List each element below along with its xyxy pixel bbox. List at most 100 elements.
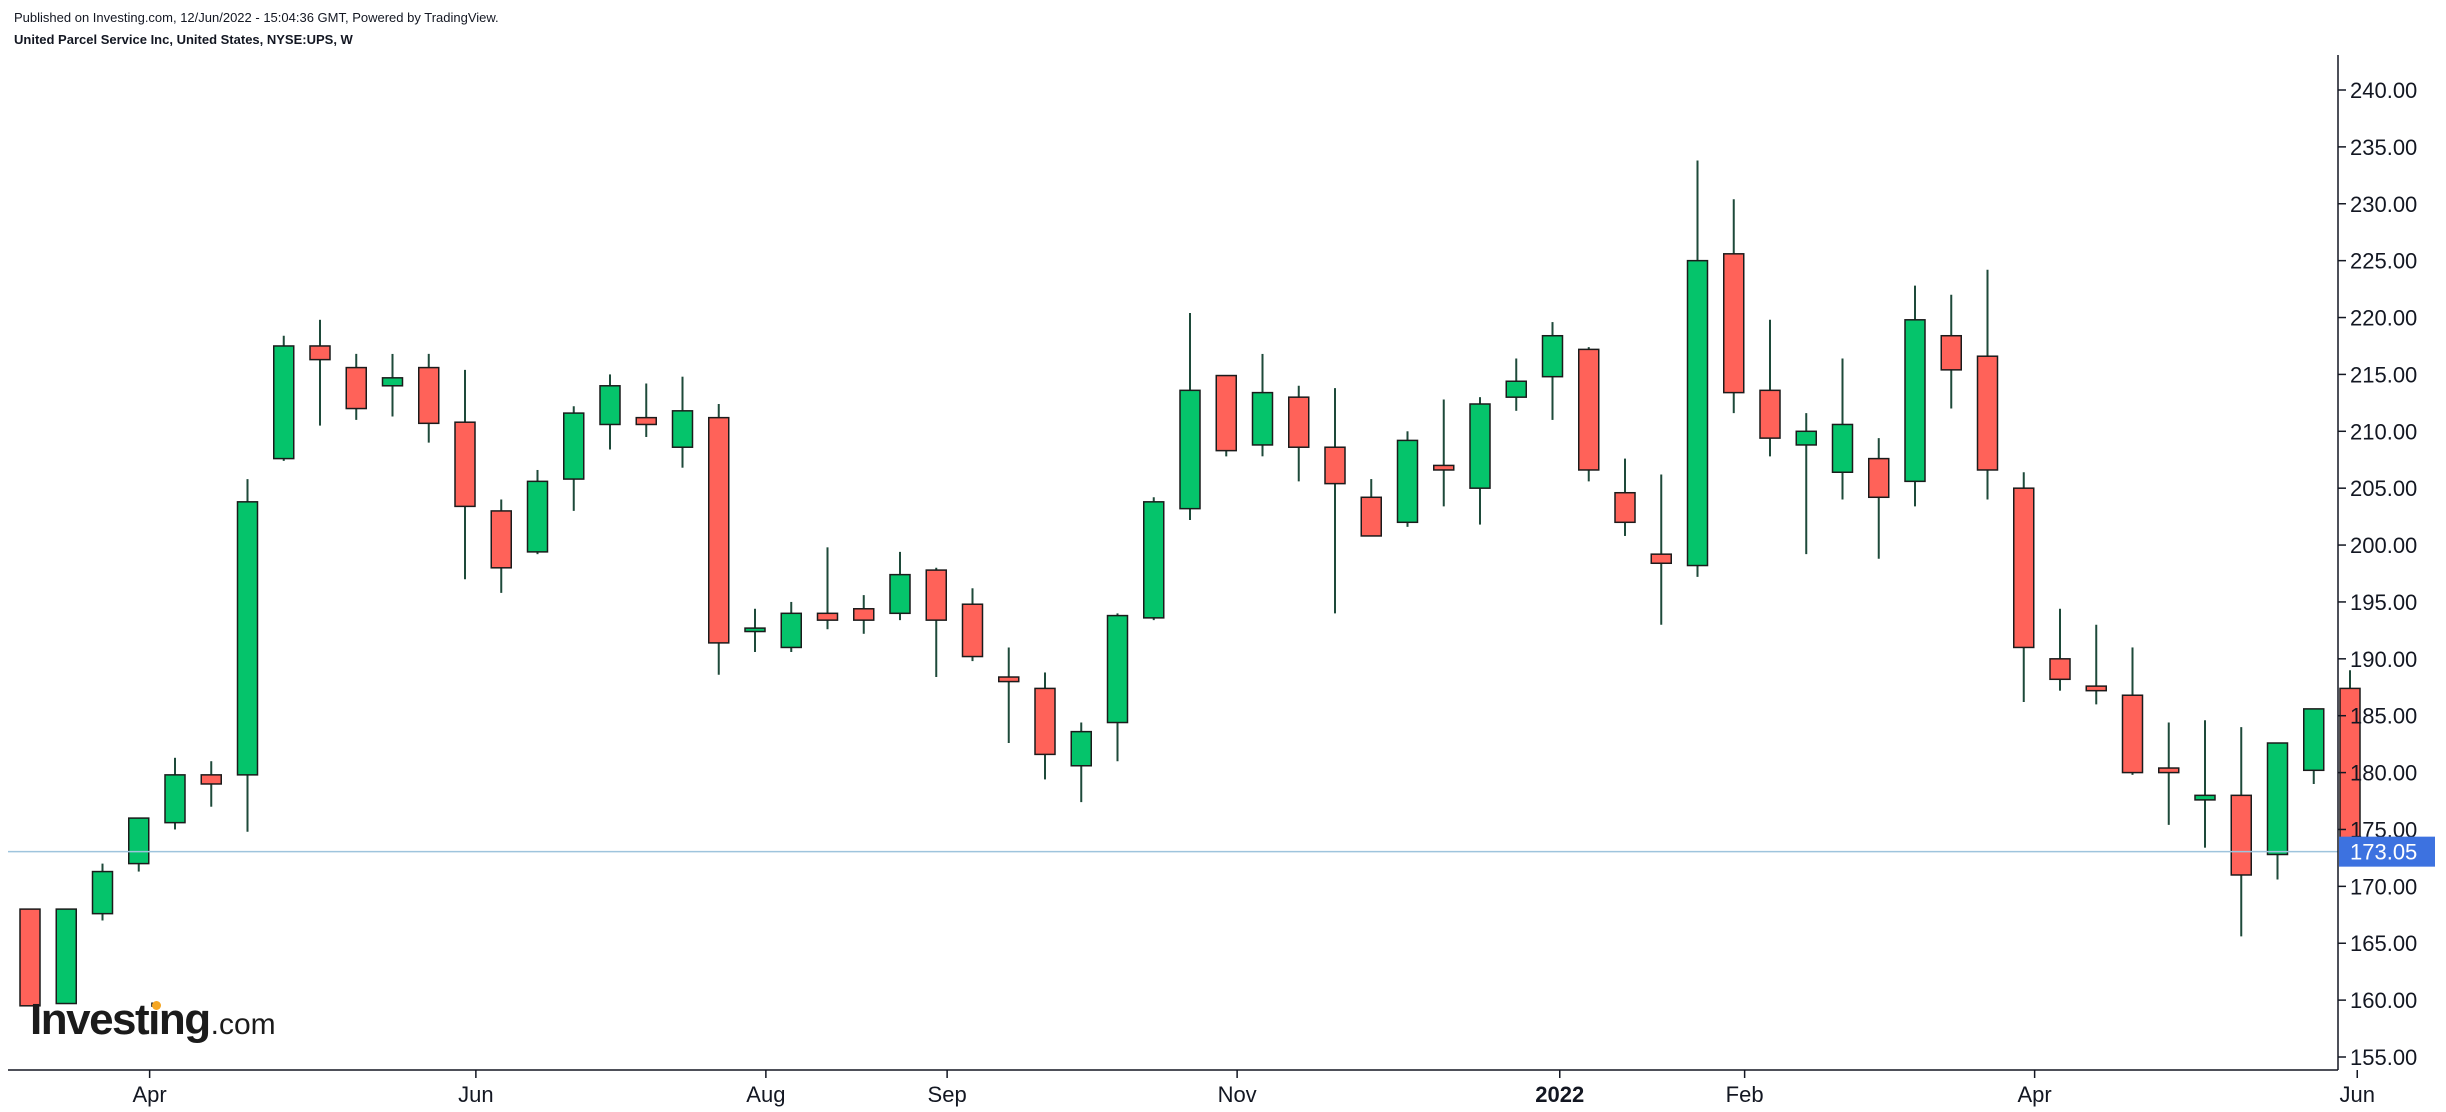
y-tick-label: 155.00	[2350, 1045, 2417, 1070]
last-price-tag-bg	[2339, 836, 2435, 867]
y-tick-label: 235.00	[2350, 135, 2417, 160]
y-tick-label: 185.00	[2350, 704, 2417, 729]
candle-down	[1433, 464, 1455, 471]
y-tick-label: 225.00	[2350, 249, 2417, 274]
candle-up	[55, 908, 77, 1005]
candle-up	[599, 385, 621, 426]
candle-down	[1324, 446, 1346, 485]
y-tick-label: 200.00	[2350, 533, 2417, 558]
y-tick-label: 195.00	[2350, 590, 2417, 615]
x-tick-label: 2022	[1535, 1082, 1584, 1107]
candle-down	[998, 676, 1020, 683]
candle-up	[1795, 430, 1817, 446]
candle-up	[1396, 439, 1419, 524]
y-tick-label: 220.00	[2350, 306, 2417, 331]
x-tick-label: Apr	[2018, 1082, 2052, 1107]
candle-down	[1650, 553, 1672, 565]
candle-down	[635, 416, 657, 426]
candle-up	[1505, 380, 1527, 398]
candle-down	[853, 608, 875, 621]
y-tick-label: 160.00	[2350, 988, 2417, 1013]
logo-dot-icon	[152, 1001, 161, 1010]
candle-down	[1215, 374, 1237, 452]
candle-down	[1759, 389, 1781, 439]
y-tick-label: 240.00	[2350, 78, 2417, 103]
candle-down	[2230, 794, 2252, 876]
y-axis-ticks: 155.00160.00165.00170.00175.00180.00185.…	[2338, 78, 2417, 1070]
candle-up	[1179, 389, 1201, 510]
candle-down	[490, 510, 512, 569]
candle-up	[563, 412, 585, 480]
symbol-title: United Parcel Service Inc, United States…	[14, 32, 353, 47]
candle-down	[1288, 396, 1310, 448]
x-tick-label: Nov	[1218, 1082, 1257, 1107]
candle-up	[526, 480, 549, 553]
candle-up	[381, 377, 404, 387]
x-axis-ticks: Apr Jun Aug Sep Nov 2022 Feb Apr Jun	[133, 1070, 2375, 1107]
candle-up	[2303, 708, 2325, 772]
y-tick-label: 165.00	[2350, 931, 2417, 956]
y-tick-label: 210.00	[2350, 419, 2417, 444]
candle-down	[454, 421, 476, 508]
candle-down	[1614, 491, 1636, 524]
candle-down	[1360, 496, 1382, 537]
x-tick-label: Sep	[928, 1082, 967, 1107]
investing-logo: Investing .com	[30, 995, 276, 1045]
candle-up	[1070, 730, 1092, 767]
candle-down	[1976, 355, 1999, 471]
candle-down	[816, 612, 839, 621]
y-tick-label: 215.00	[2350, 362, 2417, 387]
candle-up	[1904, 319, 1926, 483]
candle-down	[1723, 253, 1745, 394]
candle-down	[2158, 767, 2180, 774]
y-tick-label: 170.00	[2350, 874, 2417, 899]
x-tick-label: Jun	[2340, 1082, 2375, 1107]
candle-up	[1251, 391, 1274, 446]
candle-up	[236, 501, 259, 776]
candle-up	[1143, 501, 1165, 619]
last-price-tag-label: 173.05	[2350, 840, 2417, 865]
candle-up	[889, 573, 911, 615]
candle-up	[164, 774, 186, 824]
candle-up	[1106, 614, 1129, 724]
candle-down	[200, 774, 222, 785]
candle-up	[1469, 403, 1491, 489]
candle-up	[2266, 742, 2289, 856]
candle-down	[2013, 487, 2035, 649]
candle-down	[345, 366, 367, 410]
candle-down	[2049, 658, 2071, 681]
candle-down	[2085, 685, 2107, 692]
candle-up	[128, 817, 150, 865]
y-tick-label: 205.00	[2350, 476, 2417, 501]
candle-up	[1541, 334, 1564, 378]
logo-main-text: Investing	[30, 995, 211, 1044]
candle-down	[708, 416, 730, 644]
candle-down	[1940, 334, 1962, 371]
candle-down	[19, 908, 41, 1007]
candle-up	[671, 410, 694, 448]
logo-sub-text: .com	[210, 1008, 276, 1041]
y-tick-label: 230.00	[2350, 192, 2417, 217]
x-tick-label: Aug	[746, 1082, 785, 1107]
x-tick-label: Jun	[458, 1082, 493, 1107]
candle-down	[2121, 694, 2144, 774]
candle-down	[961, 603, 984, 658]
x-tick-label: Feb	[1726, 1082, 1764, 1107]
y-tick-label: 190.00	[2350, 647, 2417, 672]
candle-up	[1686, 259, 1709, 567]
candle-down	[1034, 687, 1056, 756]
y-tick-label: 180.00	[2350, 761, 2417, 786]
candle-down	[309, 345, 331, 361]
candle-up	[1831, 423, 1854, 473]
candle-up	[780, 612, 802, 649]
published-caption: Published on Investing.com, 12/Jun/2022 …	[14, 10, 499, 25]
candle-down	[1868, 457, 1890, 499]
candles-layer	[19, 160, 2361, 1007]
candle-down	[418, 366, 440, 425]
last-price-tag: 173.05	[2339, 836, 2435, 867]
candle-up	[91, 870, 114, 915]
candle-down	[1578, 348, 1600, 471]
candle-up	[2194, 794, 2216, 801]
candle-up	[744, 627, 766, 633]
